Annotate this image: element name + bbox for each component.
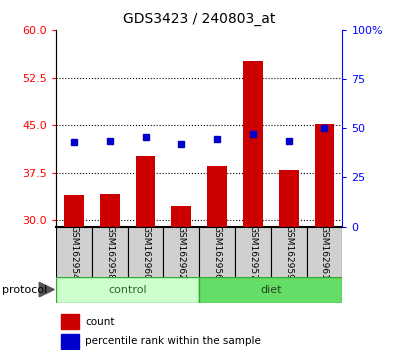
Text: percentile rank within the sample: percentile rank within the sample: [85, 336, 261, 346]
Bar: [171, 206, 191, 227]
Bar: [315, 124, 334, 227]
Bar: [164, 227, 199, 278]
Polygon shape: [39, 282, 54, 297]
Text: GSM162958: GSM162958: [105, 225, 114, 280]
Bar: [64, 195, 84, 227]
Bar: [307, 227, 342, 278]
Bar: [56, 227, 92, 278]
Bar: [199, 277, 342, 303]
Text: GSM162956: GSM162956: [212, 225, 222, 280]
Bar: [61, 314, 79, 329]
Text: diet: diet: [260, 285, 281, 295]
Text: GSM162959: GSM162959: [284, 225, 293, 280]
Bar: [128, 227, 164, 278]
Bar: [56, 277, 199, 303]
Bar: [92, 227, 128, 278]
Bar: [199, 227, 235, 278]
Text: control: control: [108, 285, 147, 295]
Bar: [100, 194, 120, 227]
Text: protocol: protocol: [2, 285, 47, 295]
Bar: [279, 170, 298, 227]
Text: GSM162962: GSM162962: [177, 225, 186, 280]
Bar: [136, 155, 155, 227]
Text: GSM162954: GSM162954: [69, 225, 78, 280]
Bar: [207, 166, 227, 227]
Text: GSM162961: GSM162961: [320, 225, 329, 280]
Text: GSM162960: GSM162960: [141, 225, 150, 280]
Bar: [235, 227, 271, 278]
Bar: [271, 227, 307, 278]
Text: count: count: [85, 316, 115, 327]
Bar: [243, 61, 263, 227]
Title: GDS3423 / 240803_at: GDS3423 / 240803_at: [123, 12, 276, 26]
Bar: [61, 334, 79, 348]
Text: GSM162957: GSM162957: [249, 225, 257, 280]
